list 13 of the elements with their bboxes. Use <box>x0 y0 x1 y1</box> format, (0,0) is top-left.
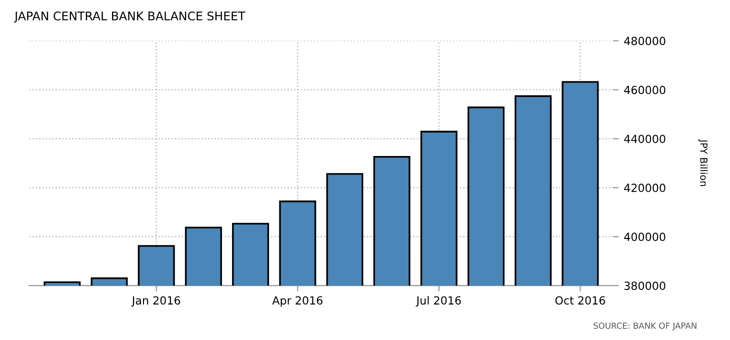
x-tick-label: Apr 2016 <box>272 296 322 307</box>
chart-title: JAPAN CENTRAL BANK BALANCE SHEET <box>14 11 246 23</box>
y-tick-label: 380000 <box>624 282 666 290</box>
x-tick-label: Oct 2016 <box>555 296 606 305</box>
y-tick-label: 480000 <box>624 36 666 46</box>
x-tick-label: Jan 2016 <box>131 296 180 307</box>
y-tick-label: 460000 <box>624 86 666 94</box>
source-note: SOURCE: BANK OF JAPAN <box>594 322 696 330</box>
y-tick-label: 400000 <box>624 232 666 242</box>
y-axis-title: JPY Billion <box>698 139 708 186</box>
y-tick-label: 420000 <box>624 184 666 192</box>
y-tick-label: 440000 <box>624 134 666 144</box>
x-tick-label: Jul 2016 <box>416 296 461 307</box>
